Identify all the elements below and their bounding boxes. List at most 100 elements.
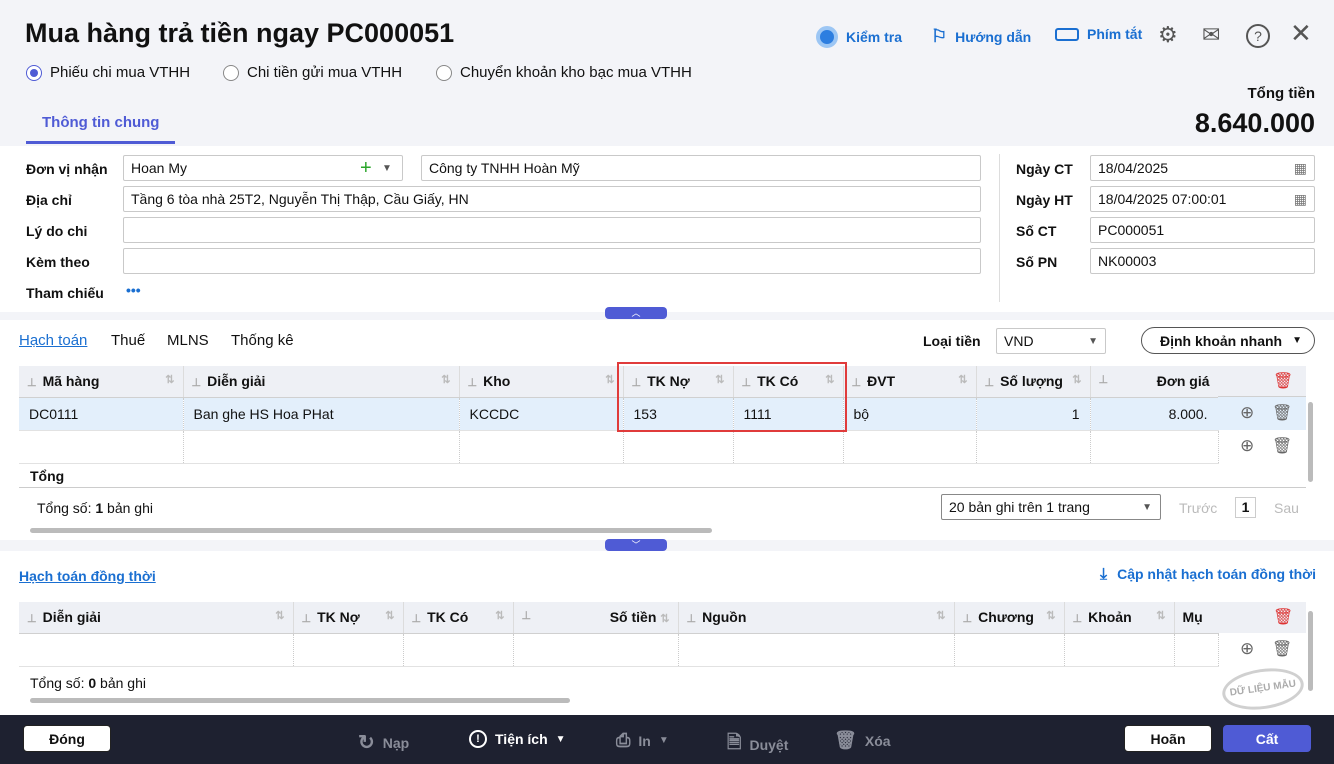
- chevron-down-icon[interactable]: ▼: [382, 162, 392, 174]
- reason-label: Lý do chi: [26, 223, 88, 239]
- vertical-scrollbar[interactable]: [1308, 611, 1313, 691]
- concurrent-title-link[interactable]: Hạch toán đồng thời: [19, 568, 156, 584]
- col-header[interactable]: ⊥ Số tiền ⇅: [513, 602, 679, 634]
- date-ct-input[interactable]: 18/04/2025 ▦: [1090, 155, 1315, 181]
- table-row-empty[interactable]: [19, 430, 1219, 464]
- tab-statistics[interactable]: Thống kê: [231, 332, 294, 349]
- mail-forward-icon[interactable]: ✉: [1202, 22, 1221, 47]
- cell[interactable]: DC0111: [19, 397, 184, 431]
- caret-down-icon: ▼: [658, 735, 669, 746]
- so-ct-label: Số CT: [1016, 223, 1057, 239]
- radio-payment-cash[interactable]: Phiếu chi mua VTHH: [26, 64, 190, 81]
- radio-payment-treasury[interactable]: Chuyển khoản kho bạc mua VTHH: [436, 64, 692, 81]
- cell[interactable]: bộ: [843, 397, 977, 431]
- col-header[interactable]: ⊥ ĐVT ⇅: [843, 366, 977, 398]
- trash-icon: 🗑: [834, 730, 857, 750]
- col-header[interactable]: ⊥ Diễn giải ⇅: [183, 366, 460, 398]
- utilities-button[interactable]: ! Tiện ích ▼: [469, 730, 566, 748]
- print-button[interactable]: ⎙ In ▼: [616, 730, 669, 751]
- add-row-icon[interactable]: ⊕: [1240, 403, 1255, 422]
- col-header[interactable]: ⊥ TK Có ⇅: [403, 602, 514, 634]
- close-icon[interactable]: ✕: [1290, 18, 1312, 48]
- horizontal-scrollbar[interactable]: [30, 528, 712, 533]
- shortcuts-button[interactable]: Phím tắt: [1055, 26, 1142, 42]
- reference-more-button[interactable]: •••: [126, 282, 141, 298]
- calendar-icon[interactable]: ▦: [1293, 190, 1307, 207]
- cell[interactable]: 153: [623, 397, 734, 431]
- cell[interactable]: 1: [976, 397, 1091, 431]
- trash-icon[interactable]: 🗑: [1272, 641, 1293, 658]
- so-ct-input[interactable]: PC000051: [1090, 217, 1315, 243]
- date-ht-input[interactable]: 18/04/2025 07:00:01 ▦: [1090, 186, 1315, 212]
- next-page-button[interactable]: Sau: [1274, 500, 1299, 516]
- currency-label: Loại tiền: [923, 333, 981, 349]
- radio-circle: [26, 64, 42, 81]
- cell[interactable]: 8.000.: [1090, 397, 1219, 431]
- col-header[interactable]: ⊥ Khoản ⇅: [1064, 602, 1175, 634]
- date-ct-label: Ngày CT: [1016, 161, 1073, 177]
- col-header[interactable]: ⊥ Số lượng ⇅: [976, 366, 1091, 398]
- receiver-name-input[interactable]: Công ty TNHH Hoàn Mỹ: [421, 155, 981, 181]
- check-button[interactable]: Kiểm tra: [816, 26, 902, 48]
- vertical-scrollbar[interactable]: [1308, 402, 1313, 482]
- quick-entry-button[interactable]: Định khoản nhanh ▼: [1141, 327, 1315, 354]
- receiver-code-input[interactable]: Hoan My + ▼: [123, 155, 403, 181]
- help-icon[interactable]: ?: [1246, 24, 1270, 48]
- delete-all-icon[interactable]: 🗑: [1273, 373, 1294, 390]
- cell[interactable]: Ban ghe HS Hoa PHat: [183, 397, 460, 431]
- col-header[interactable]: ⊥ Chương ⇅: [954, 602, 1065, 634]
- approve-button[interactable]: 🗎 Duyệt: [727, 730, 788, 760]
- col-header[interactable]: Mụ: [1174, 602, 1219, 634]
- update-concurrent-button[interactable]: ⤓ Cập nhật hạch toán đồng thời: [1100, 566, 1316, 584]
- attach-input[interactable]: [123, 248, 981, 274]
- col-header[interactable]: ⊥ Nguồn ⇅: [678, 602, 955, 634]
- delete-all-icon[interactable]: 🗑: [1273, 609, 1294, 626]
- actions-header: 🗑: [1218, 366, 1306, 397]
- add-row-icon[interactable]: ⊕: [1240, 436, 1255, 455]
- expand-toggle[interactable]: ﹀: [605, 539, 667, 551]
- col-header[interactable]: ⊥ Diễn giải ⇅: [19, 602, 294, 634]
- tab-accounting[interactable]: Hạch toán: [19, 332, 88, 349]
- gear-icon[interactable]: ⚙: [1158, 22, 1178, 47]
- trash-icon[interactable]: 🗑: [1272, 438, 1293, 455]
- table-row-empty[interactable]: [19, 633, 1219, 667]
- col-header[interactable]: ⊥ Kho ⇅: [459, 366, 624, 398]
- add-icon[interactable]: +: [360, 156, 372, 179]
- delete-button[interactable]: 🗑 Xóa: [834, 730, 891, 751]
- prev-page-button[interactable]: Trước: [1179, 500, 1218, 516]
- horizontal-scrollbar[interactable]: [30, 698, 570, 703]
- collapse-toggle[interactable]: ︿: [605, 307, 667, 319]
- reload-button[interactable]: ↻ Nạp: [358, 730, 409, 755]
- page-title: Mua hàng trả tiền ngay PC000051: [25, 18, 455, 48]
- document-icon: 🗎: [727, 732, 742, 752]
- printer-icon: ⎙: [616, 730, 631, 750]
- close-button[interactable]: Đóng: [23, 725, 111, 752]
- address-input[interactable]: Tầng 6 tòa nhà 25T2, Nguyễn Thị Thập, Cầ…: [123, 186, 981, 212]
- add-row-icon[interactable]: ⊕: [1240, 639, 1255, 658]
- so-pn-input[interactable]: NK00003: [1090, 248, 1315, 274]
- radio-payment-deposit[interactable]: Chi tiền gửi mua VTHH: [223, 64, 402, 81]
- page-size-select[interactable]: 20 bản ghi trên 1 trang ▼: [941, 494, 1161, 520]
- save-button[interactable]: Cất: [1223, 725, 1311, 752]
- col-header[interactable]: ⊥ Mã hàng ⇅: [19, 366, 184, 398]
- col-header[interactable]: ⊥ TK Có ⇅: [733, 366, 844, 398]
- cancel-button[interactable]: Hoãn: [1124, 725, 1212, 752]
- col-header[interactable]: ⊥ TK Nợ ⇅: [293, 602, 404, 634]
- currency-value: VND: [1004, 333, 1034, 349]
- grid-header: ⊥ Mã hàng ⇅ ⊥ Diễn giải ⇅ ⊥ Kho ⇅ ⊥ TK Nợ ⇅ ⊥ TK …: [19, 366, 1219, 398]
- cell[interactable]: KCCDC: [459, 397, 624, 431]
- col-header[interactable]: ⊥ Đơn giá: [1090, 366, 1219, 398]
- calendar-icon[interactable]: ▦: [1293, 159, 1307, 176]
- currency-select[interactable]: VND ▼: [996, 328, 1106, 354]
- guide-button[interactable]: ⚐ Hướng dẫn: [931, 26, 1031, 47]
- tab-tax[interactable]: Thuế: [111, 332, 146, 349]
- tab-general-info[interactable]: Thông tin chung: [26, 104, 176, 144]
- col-header[interactable]: ⊥ TK Nợ ⇅: [623, 366, 734, 398]
- record-count: Tổng số: 1 bản ghi: [37, 500, 153, 516]
- trash-icon[interactable]: 🗑: [1272, 405, 1293, 422]
- cell[interactable]: 1111: [733, 397, 844, 431]
- current-page[interactable]: 1: [1235, 497, 1256, 518]
- reason-input[interactable]: [123, 217, 981, 243]
- date-ht-value: 18/04/2025 07:00:01: [1098, 191, 1227, 207]
- tab-mlns[interactable]: MLNS: [167, 332, 209, 349]
